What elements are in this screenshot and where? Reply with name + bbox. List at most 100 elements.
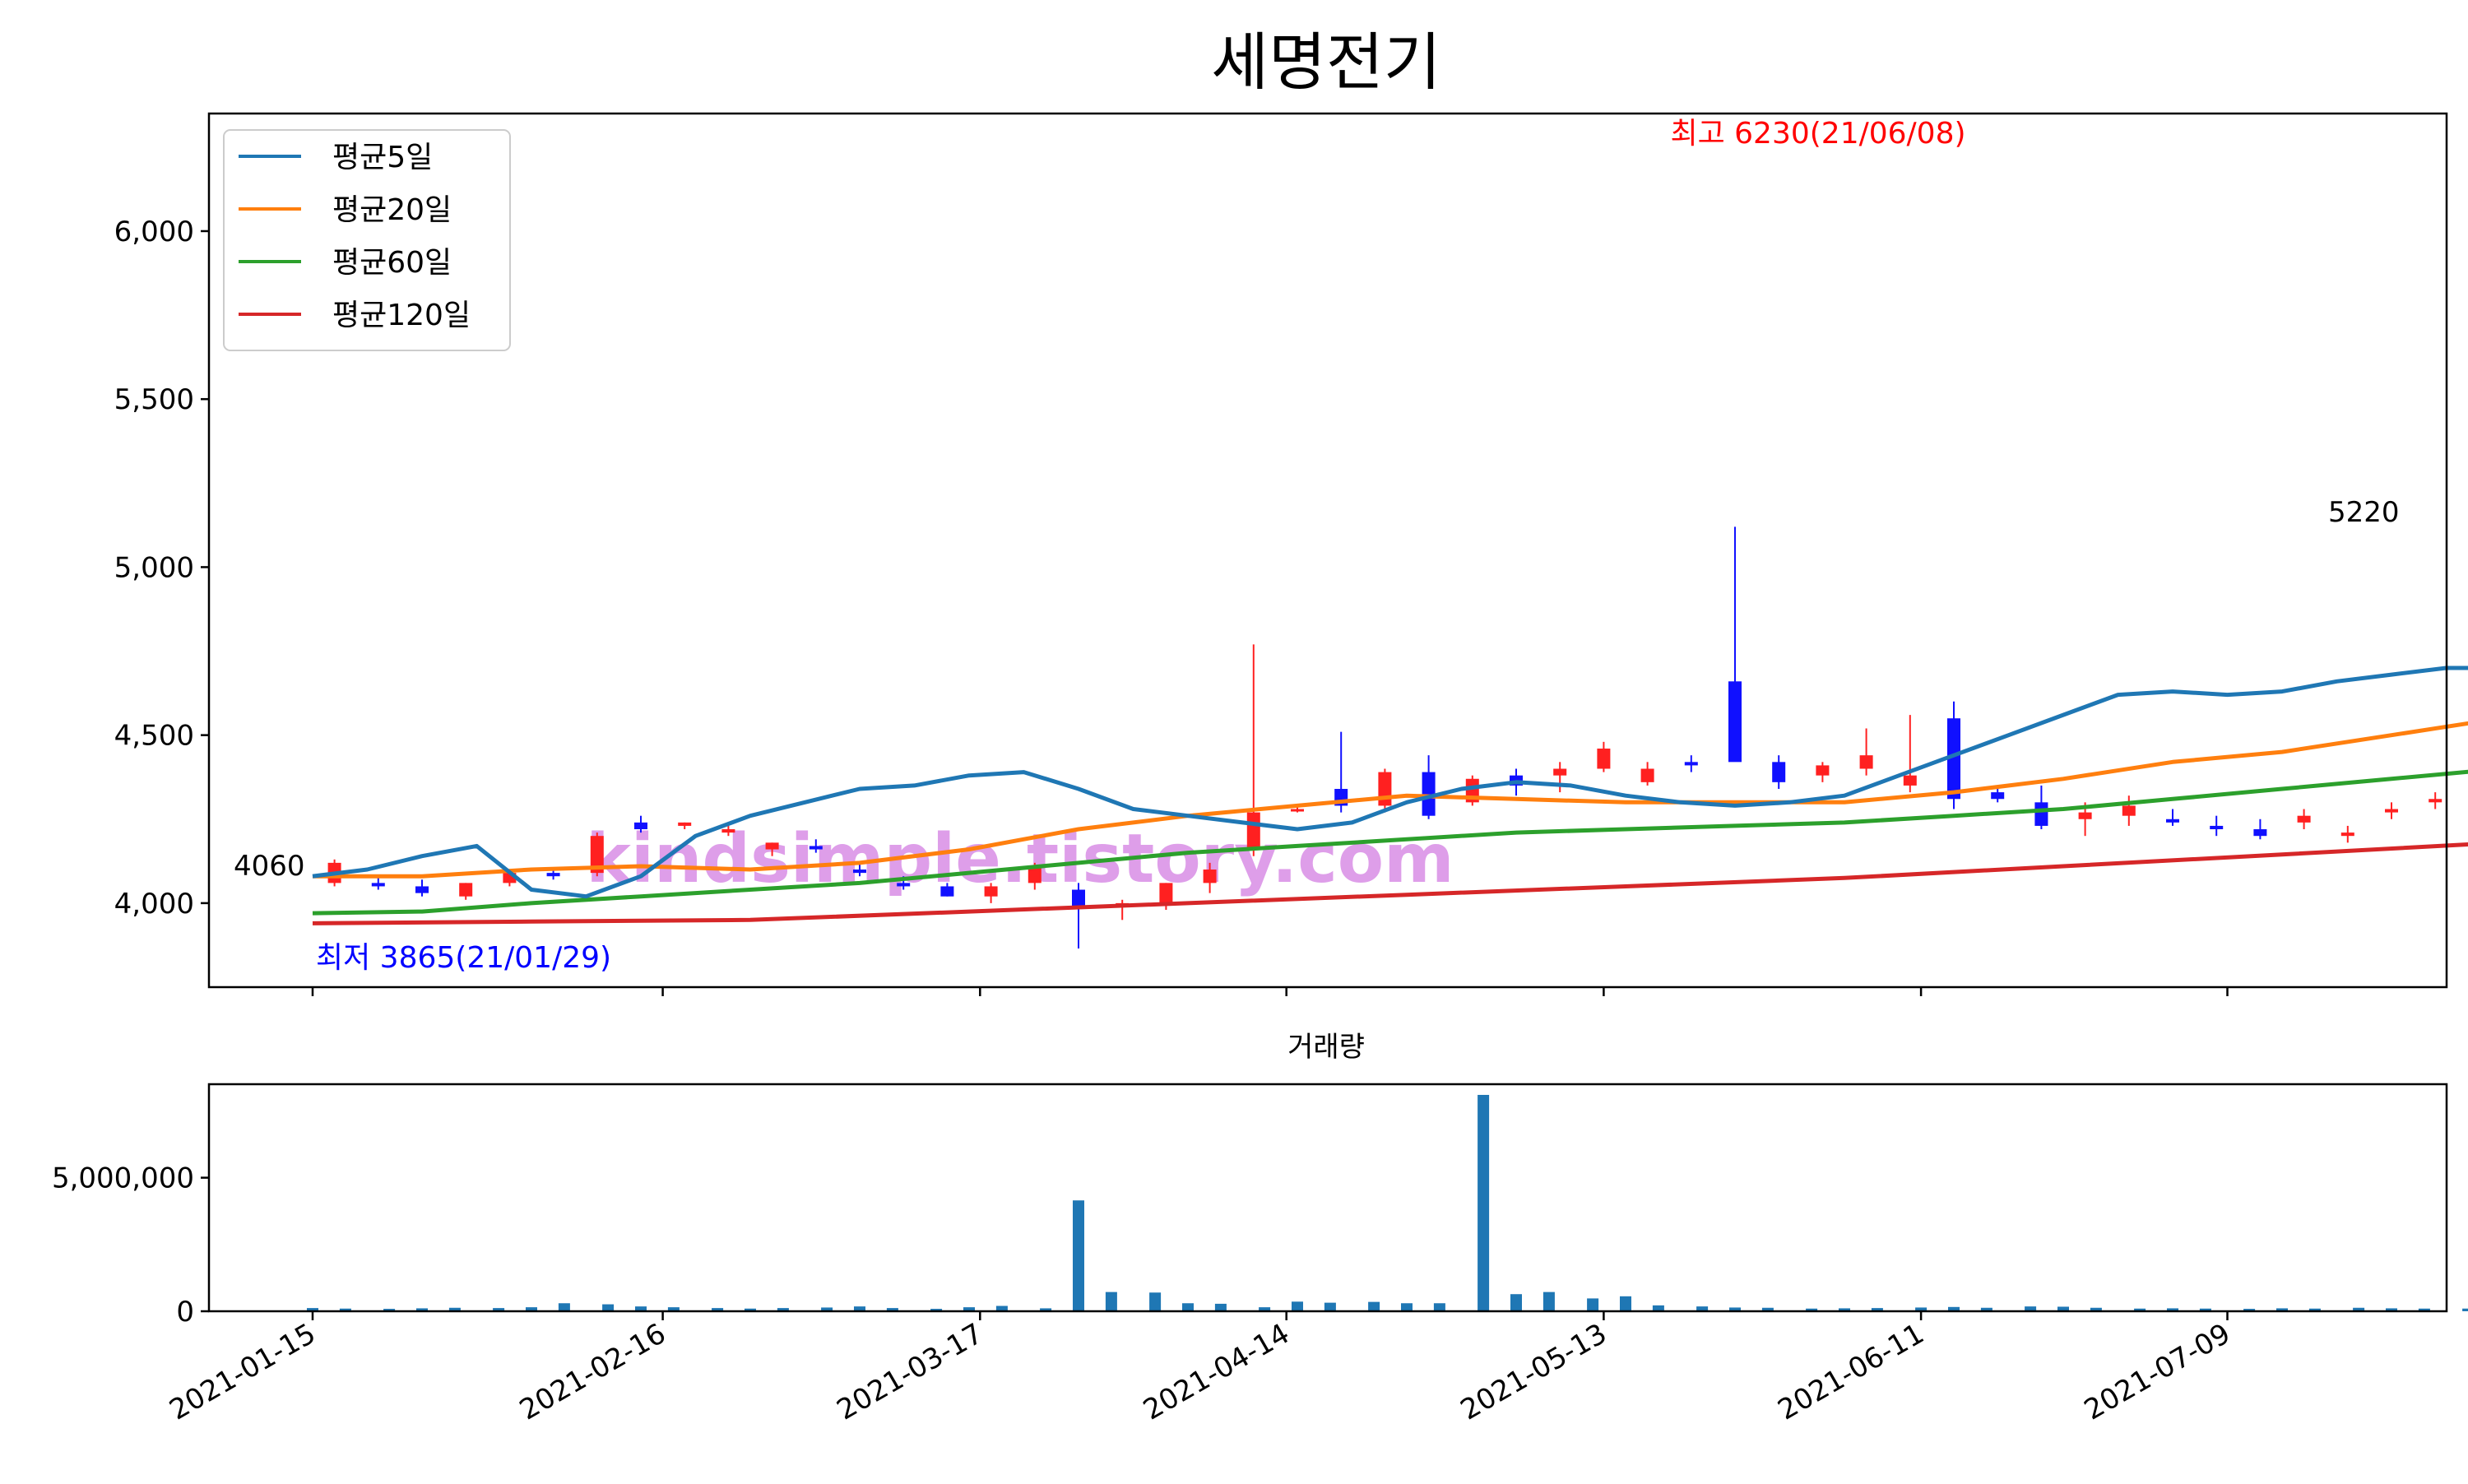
candle-body xyxy=(634,822,647,830)
volume-tick-label: 0 xyxy=(176,1296,194,1329)
candle-body xyxy=(459,883,473,897)
volume-bar xyxy=(1324,1302,1336,1311)
volume-title: 거래량 xyxy=(1287,1031,1365,1064)
candle-body xyxy=(984,886,998,897)
volume-bar xyxy=(1433,1303,1445,1311)
volume-bar xyxy=(2243,1309,2256,1311)
volume-bar xyxy=(2418,1308,2430,1311)
legend-item-ma120: 평균120일 xyxy=(239,299,471,332)
volume-bar xyxy=(2025,1306,2037,1311)
legend-item-ma60: 평균60일 xyxy=(239,246,452,280)
volume-bar xyxy=(1478,1094,1490,1311)
candle-body xyxy=(2210,825,2224,830)
candle-body xyxy=(1291,809,1304,812)
volume-bar xyxy=(2199,1308,2211,1311)
candle-body xyxy=(1159,883,1173,903)
price-tick-label: 5,000 xyxy=(114,551,194,584)
candle-body xyxy=(1597,748,1611,769)
price-tick-label: 6,000 xyxy=(114,216,194,248)
candle-body xyxy=(2078,812,2092,819)
volume-bar xyxy=(1652,1305,1664,1311)
candle-body xyxy=(1991,792,2005,800)
candle-body xyxy=(765,842,779,850)
volume-bar xyxy=(339,1308,351,1311)
candle-body xyxy=(371,883,385,887)
volume-bar xyxy=(2386,1308,2397,1311)
candle-body xyxy=(678,822,692,826)
candle-body xyxy=(1203,870,1217,883)
legend: 평균5일 평균20일 평균60일 평균120일 xyxy=(223,129,511,351)
candle-body xyxy=(2122,805,2136,816)
volume-bar xyxy=(1839,1308,1850,1311)
volume-bar xyxy=(1401,1303,1413,1311)
volume-bar xyxy=(1149,1292,1162,1311)
volume-bar xyxy=(1948,1306,1960,1311)
volume-bar xyxy=(2276,1308,2288,1311)
ma-line-ma120 xyxy=(312,842,2468,925)
candle-body xyxy=(1072,889,1085,907)
legend-label: 평균20일 xyxy=(332,193,452,227)
first-close-label: 4060 xyxy=(234,850,305,883)
candle-body xyxy=(1816,765,1830,776)
volume-bar xyxy=(745,1308,756,1311)
volume-bar xyxy=(635,1306,647,1311)
volume-bar xyxy=(2308,1308,2321,1311)
candle-body xyxy=(1684,762,1698,766)
volume-bar xyxy=(1259,1307,1271,1311)
candle-body xyxy=(1903,775,1917,786)
candle-body xyxy=(897,883,911,887)
last-close-label: 5220 xyxy=(2328,496,2400,529)
volume-bar xyxy=(526,1307,537,1311)
candle-body xyxy=(1378,772,1392,806)
volume-bar xyxy=(1761,1307,1774,1311)
ma-line-ma5 xyxy=(312,665,2468,899)
volume-bar xyxy=(930,1309,943,1311)
ma-line-ma20 xyxy=(313,721,2468,879)
volume-bar xyxy=(1729,1307,1741,1311)
volume-bar xyxy=(1542,1292,1555,1311)
moving-averages-layer xyxy=(312,665,2468,925)
candle-body xyxy=(1246,812,1260,850)
candle-body xyxy=(1553,768,1567,776)
volume-bar xyxy=(383,1309,396,1311)
volume-bar xyxy=(1696,1306,1709,1311)
legend-label: 평균5일 xyxy=(332,141,433,174)
main-plot-frame xyxy=(207,112,2448,989)
volume-bar xyxy=(1073,1200,1084,1311)
candle-body xyxy=(2385,809,2398,813)
volume-bar xyxy=(1510,1294,1522,1311)
candle-body xyxy=(2034,802,2048,826)
volume-bar xyxy=(2353,1307,2365,1311)
volume-bar xyxy=(821,1307,833,1311)
volume-bar xyxy=(1871,1308,1883,1311)
volume-plot-frame xyxy=(207,1083,2448,1313)
candle-body xyxy=(1640,768,1654,782)
price-tick-label: 4,500 xyxy=(114,720,194,753)
volume-bar xyxy=(1915,1307,1928,1311)
volume-bar xyxy=(1214,1303,1227,1311)
ma-line-ma60 xyxy=(312,769,2468,916)
volume-bar xyxy=(2090,1307,2102,1311)
candle-body xyxy=(1859,755,1873,769)
candle-body xyxy=(2253,829,2267,837)
volume-bars-layer xyxy=(307,1094,2468,1311)
volume-bar xyxy=(777,1308,789,1311)
volume-bar xyxy=(1182,1303,1194,1311)
price-tick-label: 4,000 xyxy=(114,888,194,921)
volume-bar xyxy=(558,1303,570,1311)
volume-axis: 0 5,000,000 xyxy=(52,1162,209,1329)
chart-title: 세명전기 xyxy=(1211,26,1441,99)
main-x-tick-marks xyxy=(311,987,2229,996)
volume-bar xyxy=(1620,1296,1631,1311)
main-price-plot: kindsimple.tistory.com 4,000 4,500 5,000 5,… xyxy=(114,112,2468,996)
candle-body xyxy=(1728,681,1742,763)
volume-bar xyxy=(1980,1307,1992,1311)
volume-bar xyxy=(1105,1292,1117,1311)
volume-bar xyxy=(1806,1308,1818,1311)
legend-label: 평균60일 xyxy=(332,246,452,280)
price-axis: 4,000 4,500 5,000 5,500 6,000 xyxy=(114,216,209,921)
candle-body xyxy=(2340,832,2354,837)
candle-body xyxy=(1028,865,1041,883)
candle-body xyxy=(809,846,823,850)
